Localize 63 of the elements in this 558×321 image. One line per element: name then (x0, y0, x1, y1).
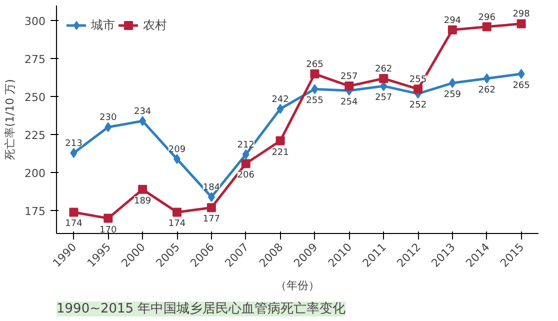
y-axis-title: 死亡率(1/10 万) (4, 79, 17, 160)
point (172, 208, 182, 217)
data-label: 257 (340, 72, 358, 82)
point (139, 116, 146, 126)
point (516, 19, 526, 28)
data-label: 213 (65, 138, 82, 149)
data-label: 259 (444, 90, 462, 100)
data-label: 262 (478, 85, 496, 96)
point (276, 104, 284, 114)
point (104, 122, 112, 132)
data-label: 234 (134, 107, 152, 118)
data-label: 170 (100, 225, 118, 236)
y-tick-label: 275 (24, 53, 46, 66)
data-label: 206 (237, 170, 255, 181)
y-tick-label: 300 (24, 15, 46, 28)
data-label: 177 (202, 214, 220, 225)
data-label: 212 (237, 140, 254, 150)
point (70, 148, 78, 158)
point (208, 192, 215, 202)
point (344, 82, 354, 91)
data-label: 265 (512, 80, 530, 91)
point (518, 68, 525, 79)
x-axis-title: （年份） (276, 278, 320, 292)
data-label: 265 (306, 60, 324, 70)
data-label: 255 (409, 75, 427, 86)
point (448, 25, 457, 34)
point (69, 208, 78, 217)
point (138, 184, 148, 194)
point (482, 22, 492, 32)
data-label: 255 (306, 96, 324, 106)
data-label: 254 (340, 98, 358, 108)
data-label: 257 (374, 93, 392, 104)
legend-label: 农村 (143, 16, 167, 34)
point (276, 136, 285, 146)
data-label: 184 (202, 183, 220, 194)
data-label: 221 (272, 148, 289, 158)
data-label: 262 (374, 64, 392, 74)
point (241, 159, 250, 168)
point (448, 78, 456, 88)
data-label: 294 (444, 16, 462, 26)
text: 1990~2015 年中国城乡居民心血管病死亡率变化 (56, 300, 346, 316)
point (242, 149, 250, 160)
data-label: 242 (272, 94, 289, 105)
point (483, 73, 490, 84)
point (206, 203, 216, 212)
data-label: 209 (168, 145, 186, 156)
y-tick-label: 200 (24, 167, 46, 180)
legend-label: 城市 (91, 16, 115, 34)
point (104, 214, 113, 223)
point (379, 74, 388, 83)
data-label: 252 (409, 100, 427, 111)
point (311, 84, 318, 94)
y-tick-label: 175 (24, 205, 46, 218)
point (310, 69, 320, 78)
data-label: 298 (512, 10, 530, 20)
data-label: 296 (478, 12, 496, 23)
data-label: 174 (65, 219, 83, 230)
data-label: 230 (100, 113, 118, 124)
y-tick-label: 250 (24, 91, 46, 104)
data-label: 174 (168, 219, 186, 230)
data-label: 189 (134, 196, 152, 206)
point (414, 84, 422, 94)
y-tick-label: 225 (24, 129, 46, 142)
